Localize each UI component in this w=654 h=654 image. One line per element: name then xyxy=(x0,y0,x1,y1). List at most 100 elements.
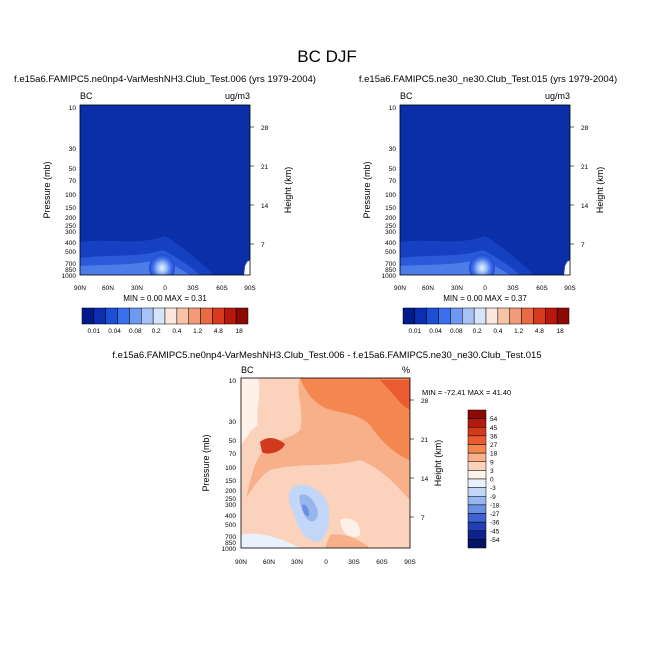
colorbar-swatch xyxy=(414,307,427,325)
colorbar-swatch xyxy=(509,307,522,325)
x-tick-30s: 30S xyxy=(507,285,519,292)
x-tick-90n: 90N xyxy=(394,285,406,292)
panel-3-y2-axis-label: Height (km) xyxy=(433,440,443,487)
panel-1-y-ticks: 10 30 50 70 100 150 200 250 300 400 500 … xyxy=(62,105,77,280)
colorbar-label: -27 xyxy=(490,511,500,518)
panel-2: f.e15a6.FAMIPC5.ne30_ne30.Club_Test.015 … xyxy=(359,74,617,335)
x-tick-30n: 30N xyxy=(451,285,463,292)
x-tick-90s: 90S xyxy=(564,285,576,292)
y-tick-250: 250 xyxy=(225,496,236,503)
y-tick-400: 400 xyxy=(385,240,396,247)
colorbar-label: 0.4 xyxy=(172,328,181,335)
colorbar-label: -54 xyxy=(490,537,500,544)
y2-tick-14: 14 xyxy=(261,203,269,210)
y-tick-850: 850 xyxy=(225,540,236,547)
panel-2-title: f.e15a6.FAMIPC5.ne30_ne30.Club_Test.015 … xyxy=(359,74,617,85)
x-tick-0: 0 xyxy=(324,559,328,566)
y-tick-500: 500 xyxy=(225,522,236,529)
panel-2-x-ticks: 90N 60N 30N 0 30S 60S 90S xyxy=(394,285,576,292)
panel-1-frame xyxy=(79,104,251,276)
colorbar-swatch xyxy=(467,530,487,540)
y-tick-10: 10 xyxy=(69,105,77,112)
y-tick-10: 10 xyxy=(389,105,397,112)
x-tick-30n: 30N xyxy=(291,559,303,566)
colorbar-swatch xyxy=(402,307,416,325)
colorbar-swatch xyxy=(556,307,570,325)
y-tick-70: 70 xyxy=(389,178,397,185)
y2-tick-21: 21 xyxy=(421,437,429,444)
panel-3-y-axis-label: Pressure (mb) xyxy=(201,434,211,491)
panel-3-y2-ticks: 28 21 14 7 xyxy=(410,398,429,522)
colorbar-swatch xyxy=(105,307,118,325)
colorbar-label: 0.2 xyxy=(473,328,482,335)
y-tick-10: 10 xyxy=(229,378,237,385)
panel-1-colorbar: 0.01 0.04 0.08 0.2 0.4 1.2 4.8 18 xyxy=(81,307,249,335)
colorbar-swatch xyxy=(141,307,154,325)
colorbar-swatch xyxy=(467,487,487,497)
colorbar-swatch xyxy=(438,307,451,325)
colorbar-label: -36 xyxy=(490,520,500,527)
x-tick-60n: 60N xyxy=(263,559,275,566)
y-tick-200: 200 xyxy=(225,488,236,495)
x-tick-60s: 60S xyxy=(376,559,388,566)
panel-3-frame xyxy=(240,377,411,549)
y2-tick-14: 14 xyxy=(421,476,429,483)
y-tick-1000: 1000 xyxy=(382,273,397,280)
colorbar-label: 0.01 xyxy=(409,328,422,335)
y-tick-850: 850 xyxy=(65,267,76,274)
panel-3-units-label: % xyxy=(402,365,410,375)
colorbar-swatch xyxy=(485,307,499,325)
x-tick-60n: 60N xyxy=(102,285,114,292)
colorbar-label: 0 xyxy=(490,477,494,484)
colorbar-label: 0.04 xyxy=(429,328,442,335)
x-tick-60s: 60S xyxy=(216,285,228,292)
panel-1-x-ticks: 90N 60N 30N 0 30S 60S 90S xyxy=(74,285,256,292)
colorbar-swatch xyxy=(212,307,225,325)
y-tick-30: 30 xyxy=(229,419,237,426)
colorbar-swatch xyxy=(467,418,487,428)
panel-2-variable-label: BC xyxy=(400,91,413,101)
colorbar-swatch xyxy=(235,307,249,325)
colorbar-swatch xyxy=(450,307,463,325)
y2-tick-7: 7 xyxy=(421,515,425,522)
panel-2-field xyxy=(400,105,570,275)
panel-1-y-axis-label: Pressure (mb) xyxy=(42,161,52,218)
panel-2-y-axis-label: Pressure (mb) xyxy=(362,161,372,218)
figure-title: BC DJF xyxy=(297,47,357,66)
y-tick-250: 250 xyxy=(385,223,396,230)
panel-1-variable-label: BC xyxy=(80,91,93,101)
colorbar-label: 0.08 xyxy=(129,328,142,335)
colorbar-swatch xyxy=(467,409,487,419)
colorbar-label: -9 xyxy=(490,494,496,501)
colorbar-label: 36 xyxy=(490,433,498,440)
colorbar-swatch xyxy=(188,307,201,325)
colorbar-label: -3 xyxy=(490,485,496,492)
y2-tick-28: 28 xyxy=(421,398,429,405)
y-tick-700: 700 xyxy=(385,261,396,268)
x-tick-30n: 30N xyxy=(131,285,143,292)
y-tick-850: 850 xyxy=(385,267,396,274)
colorbar-label: 3 xyxy=(490,468,494,475)
colorbar-swatch xyxy=(117,307,130,325)
x-tick-60n: 60N xyxy=(422,285,434,292)
y-tick-300: 300 xyxy=(65,229,76,236)
colorbar-label: 1.2 xyxy=(514,328,523,335)
colorbar-swatch xyxy=(224,307,237,325)
colorbar-swatch xyxy=(473,307,487,325)
colorbar-swatch xyxy=(467,427,487,437)
y-tick-70: 70 xyxy=(69,178,77,185)
colorbar-label: -18 xyxy=(490,502,500,509)
colorbar-label: 4.8 xyxy=(214,328,223,335)
colorbar-swatch xyxy=(533,307,546,325)
colorbar-swatch xyxy=(545,307,558,325)
panel-3-title: f.e15a6.FAMIPC5.ne0np4-VarMeshNH3.Club_T… xyxy=(112,350,541,361)
y-tick-30: 30 xyxy=(69,146,77,153)
colorbar-swatch xyxy=(467,504,487,514)
colorbar-swatch xyxy=(467,539,487,549)
colorbar-swatch xyxy=(93,307,106,325)
y2-tick-21: 21 xyxy=(581,164,589,171)
colorbar-swatch xyxy=(467,496,487,506)
y-tick-150: 150 xyxy=(225,478,236,485)
y-tick-100: 100 xyxy=(385,192,396,199)
